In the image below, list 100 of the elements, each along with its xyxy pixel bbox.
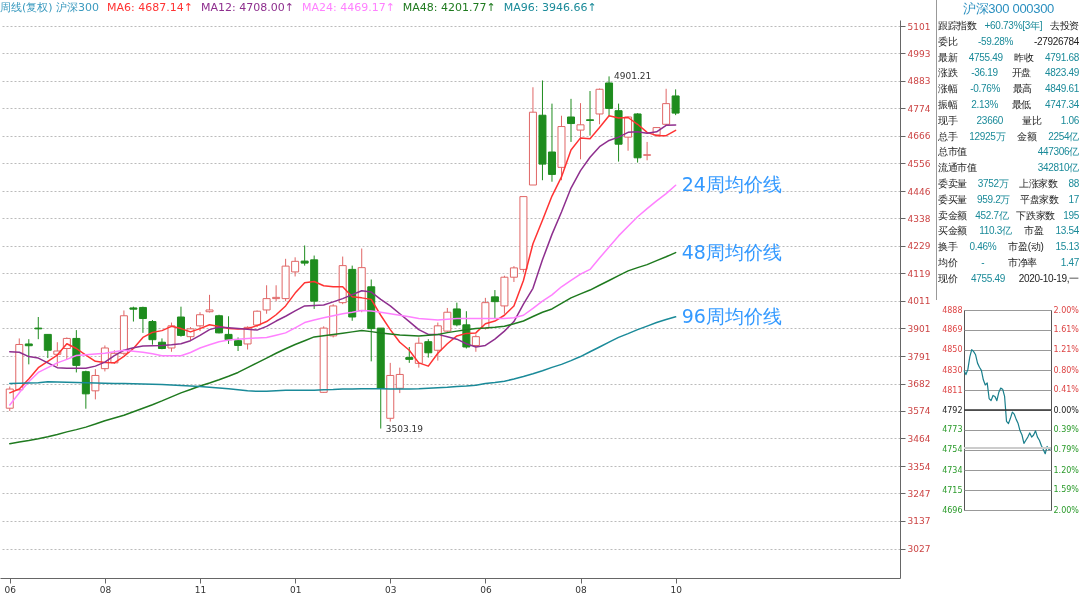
x-tick-label: 08 bbox=[99, 584, 112, 595]
text: 沪深300 000300 bbox=[961, 0, 1056, 18]
y-tick-label: 4773 bbox=[942, 425, 963, 435]
y-tick-label: 3901 bbox=[907, 323, 931, 334]
text: 涨幅 -0.76% 最高 4849.61 bbox=[938, 83, 1079, 95]
y-tick-label: 3137 bbox=[907, 516, 931, 527]
text: MA6: 4687.14↑ bbox=[107, 1, 193, 14]
candlestick bbox=[224, 315, 233, 345]
text: MA48: 4201.77↑ bbox=[402, 1, 496, 14]
line-series bbox=[9, 316, 677, 393]
candlestick bbox=[671, 88, 680, 116]
x-tick-label: 08 bbox=[575, 584, 588, 595]
candlestick bbox=[586, 90, 595, 137]
annotation: 4901.21 bbox=[614, 71, 652, 82]
text: 涨跌 -36.19 开盘 4823.49 bbox=[938, 67, 1079, 79]
text: 总市值 447306亿 bbox=[938, 146, 1079, 158]
y-tick-label: 4883 bbox=[907, 76, 931, 87]
y-tick-label: 4830 bbox=[942, 365, 963, 375]
y-tick-label: 4888 bbox=[942, 305, 963, 315]
candlestick bbox=[490, 289, 499, 320]
candlestick bbox=[662, 88, 671, 126]
y-tick-label: 3464 bbox=[907, 433, 931, 444]
text: MA96: 3946.66↑ bbox=[503, 1, 597, 14]
y2-tick-label: 0.80% bbox=[1053, 365, 1080, 375]
text: 委买量 959.2万 平盘家数 17 bbox=[938, 192, 1079, 207]
y2-tick-label: 2.00% bbox=[1053, 505, 1080, 515]
y-tick-label: 3027 bbox=[907, 544, 931, 555]
x-tick-label: 10 bbox=[670, 584, 683, 595]
candlestick bbox=[176, 306, 185, 338]
y-tick-label: 4774 bbox=[907, 103, 931, 114]
y-tick-label: 4696 bbox=[942, 505, 963, 515]
y-tick-label: 4792 bbox=[942, 405, 963, 415]
text: 均价 - 市净率 1.47 bbox=[938, 256, 1079, 268]
candlestick bbox=[148, 319, 157, 346]
candlestick bbox=[196, 311, 205, 332]
y-tick-label: 4446 bbox=[907, 186, 931, 197]
text: 买金额 110.3亿 市盈 13.54 bbox=[938, 225, 1079, 237]
candlestick bbox=[24, 338, 33, 365]
y-tick-label: 3791 bbox=[907, 351, 931, 362]
text: 总手 12925万 金额 2254亿 bbox=[938, 129, 1079, 144]
candlestick bbox=[91, 368, 100, 400]
candlestick bbox=[567, 98, 575, 143]
y-tick-label: 4666 bbox=[907, 131, 931, 142]
y-tick-label: 4556 bbox=[907, 158, 931, 169]
y-tick-label: 4715 bbox=[942, 485, 963, 495]
candlestick bbox=[424, 338, 433, 359]
x-tick-label: 11 bbox=[194, 584, 207, 595]
y-tick-label: 4993 bbox=[907, 48, 931, 59]
annotation: 96周均价线 bbox=[681, 304, 782, 327]
candlestick bbox=[576, 102, 585, 160]
y-tick-label: 4338 bbox=[907, 213, 931, 224]
y2-tick-label: 1.20% bbox=[1053, 465, 1080, 475]
y-tick-label: 4850 bbox=[942, 345, 963, 355]
text: MA12: 4708.00↑ bbox=[201, 1, 294, 14]
y2-tick-label: 2.00% bbox=[1053, 305, 1080, 315]
text: 卖金额 452.7亿 下跌家数 195 bbox=[938, 208, 1079, 223]
text: 跟踪指数 +60.73%[3年] 去投资 bbox=[938, 19, 1079, 33]
text: 振幅 2.13% 最低 4747.34 bbox=[938, 98, 1079, 110]
x-tick-label: 03 bbox=[385, 584, 397, 595]
y2-tick-label: 0.00% bbox=[1053, 405, 1080, 415]
candlestick bbox=[395, 367, 404, 394]
y-tick-label: 5101 bbox=[907, 21, 931, 32]
annotation: 3503.19 bbox=[385, 423, 424, 434]
x-tick-label: 01 bbox=[289, 584, 302, 595]
y2-tick-label: 0.41% bbox=[1053, 385, 1080, 394]
text: 流通市值 342810亿 bbox=[938, 162, 1079, 174]
chart-title: 周线(复权) 沪深300 bbox=[0, 1, 100, 14]
line-series bbox=[963, 348, 1052, 455]
y2-tick-label: 1.61% bbox=[1053, 325, 1080, 334]
line-series bbox=[9, 251, 677, 445]
x-tick-label: 06 bbox=[480, 584, 492, 595]
y2-tick-label: 1.21% bbox=[1053, 345, 1080, 354]
candlestick bbox=[643, 141, 652, 161]
candlestick bbox=[43, 333, 52, 359]
y-tick-label: 3574 bbox=[907, 406, 931, 417]
x-tick-label: 06 bbox=[4, 584, 17, 595]
y-tick-label: 4754 bbox=[942, 445, 963, 455]
text: 委比 -59.28% -27926784 bbox=[938, 35, 1079, 47]
y-tick-label: 3354 bbox=[907, 461, 931, 472]
y-tick-label: 3247 bbox=[907, 488, 931, 499]
y-tick-label: 3682 bbox=[907, 379, 931, 390]
line-series bbox=[9, 184, 677, 406]
y-tick-label: 4734 bbox=[942, 465, 963, 475]
y-tick-label: 4119 bbox=[907, 268, 931, 279]
text: 现价 4755.49 2020-10-19,一 bbox=[938, 272, 1079, 284]
text: 换手 0.46% 市盈(动) 15.13 bbox=[938, 241, 1079, 253]
candlestick bbox=[34, 316, 43, 340]
y2-tick-label: 1.59% bbox=[1053, 485, 1080, 494]
candlestick bbox=[414, 336, 423, 369]
y2-tick-label: 0.79% bbox=[1053, 445, 1080, 454]
text: 现手 23660 量比 1.06 bbox=[938, 114, 1079, 126]
y-tick-label: 4229 bbox=[907, 241, 931, 252]
y-tick-label: 4811 bbox=[942, 385, 963, 395]
annotation: 24周均价线 bbox=[681, 173, 782, 196]
annotation: 48周均价线 bbox=[681, 240, 782, 263]
y-tick-label: 4011 bbox=[907, 296, 931, 307]
text: MA24: 4469.17↑ bbox=[301, 1, 395, 14]
y-tick-label: 4869 bbox=[942, 325, 963, 335]
text: 委卖量 3752万 上涨家数 88 bbox=[938, 176, 1079, 191]
y2-tick-label: 0.39% bbox=[1053, 425, 1080, 434]
